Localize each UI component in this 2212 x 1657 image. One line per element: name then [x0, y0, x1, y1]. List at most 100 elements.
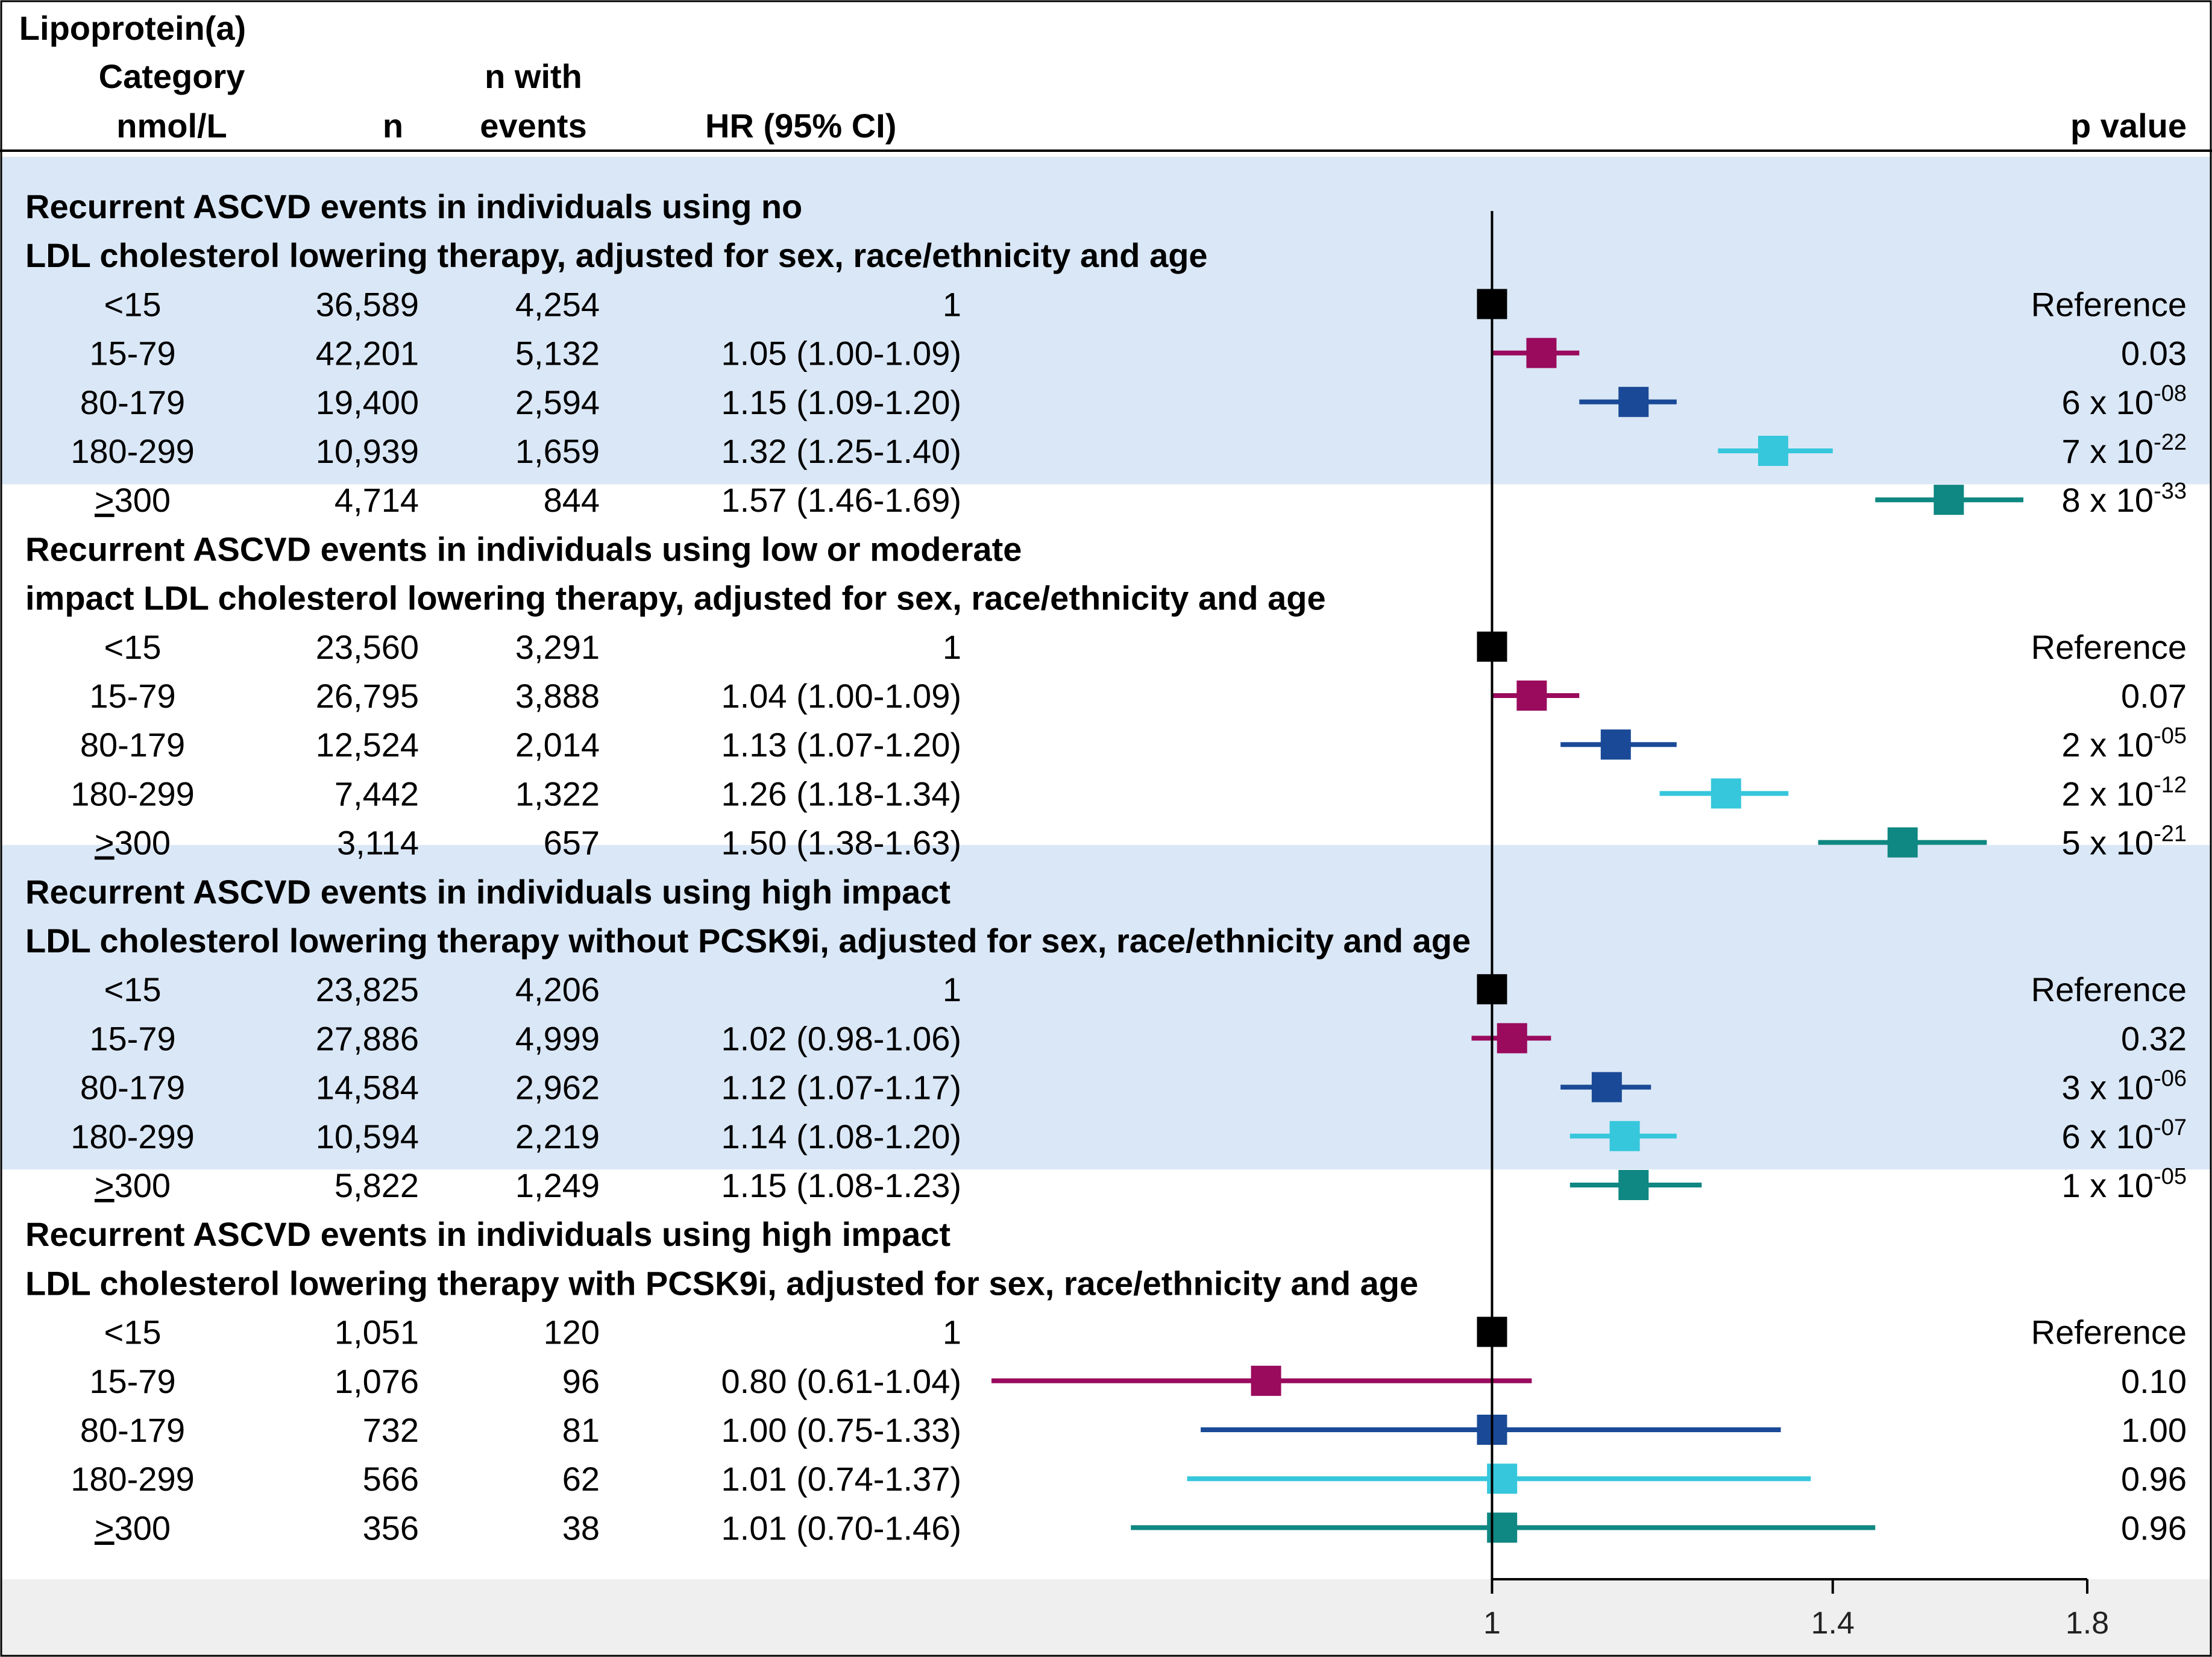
row-events: 120 — [544, 1313, 600, 1351]
p-value-mantissa: 0.03 — [2121, 335, 2187, 373]
greater-equal-sign: > — [95, 1166, 115, 1204]
row-n: 23,560 — [316, 628, 419, 666]
row-n: 27,886 — [316, 1019, 419, 1057]
row-category: >300 — [95, 1509, 171, 1547]
hr-point-0-3 — [1758, 436, 1788, 466]
p-value-mantissa: 0.96 — [2121, 1460, 2187, 1498]
group-title: LDL cholesterol lowering therapy, adjust… — [25, 236, 1208, 274]
row-category-value: 300 — [115, 824, 171, 862]
header-events-line: n with — [485, 57, 582, 95]
row-n: 10,594 — [316, 1118, 419, 1155]
row-n: 1,051 — [335, 1313, 419, 1351]
row-n: 7,442 — [335, 775, 419, 813]
row-hr-ci: 1 — [943, 285, 961, 323]
hr-point-0-1 — [1526, 338, 1557, 368]
row-n: 12,524 — [316, 726, 419, 764]
row-category: <15 — [104, 970, 162, 1008]
header-events-line: events — [480, 107, 586, 145]
group-title: impact LDL cholesterol lowering therapy,… — [25, 579, 1326, 617]
row-p-value: 0.10 — [2121, 1362, 2187, 1400]
hr-point-1-3 — [1711, 778, 1741, 809]
hr-point-2-3 — [1609, 1121, 1640, 1151]
hr-point-1-1 — [1516, 681, 1547, 711]
row-hr-ci: 1.04 (1.00-1.09) — [721, 677, 961, 715]
p-value-mantissa: 2 x 10 — [2062, 775, 2154, 813]
hr-point-0-4 — [1934, 485, 1964, 515]
row-events: 3,888 — [515, 677, 600, 715]
row-p-value: 3 x 10-06 — [2062, 1066, 2187, 1107]
row-events: 1,659 — [515, 432, 600, 470]
p-value-mantissa: 3 x 10 — [2062, 1069, 2154, 1107]
row-events: 2,219 — [515, 1118, 600, 1155]
hr-point-3-1 — [1251, 1365, 1281, 1396]
p-value-mantissa: 0.96 — [2121, 1509, 2187, 1547]
row-p-value: 2 x 10-12 — [2062, 772, 2187, 813]
row-events: 4,254 — [515, 285, 600, 323]
row-hr-ci: 1.15 (1.09-1.20) — [721, 383, 961, 421]
row-n: 732 — [363, 1411, 419, 1449]
p-value-exponent: -22 — [2154, 430, 2187, 455]
row-category: 180-299 — [71, 432, 195, 470]
row-hr-ci: 1.32 (1.25-1.40) — [721, 432, 961, 470]
row-hr-ci: 0.80 (0.61-1.04) — [721, 1362, 961, 1400]
row-hr-ci: 1.50 (1.38-1.63) — [721, 824, 961, 862]
row-events: 62 — [562, 1460, 600, 1498]
row-n: 5,822 — [335, 1166, 419, 1204]
row-hr-ci: 1 — [943, 970, 961, 1008]
row-hr-ci: 1.01 (0.70-1.46) — [721, 1509, 961, 1547]
header-hr: HR (95% CI) — [705, 107, 896, 145]
row-p-value: 5 x 10-21 — [2062, 822, 2187, 862]
group-title: LDL cholesterol lowering therapy without… — [25, 922, 1471, 960]
header-category-line: Category — [99, 57, 245, 95]
p-value-mantissa: 8 x 10 — [2062, 481, 2154, 519]
p-value-exponent: -05 — [2154, 723, 2187, 749]
row-category: 80-179 — [80, 383, 185, 421]
row-n: 42,201 — [316, 335, 419, 373]
row-events: 2,594 — [515, 383, 600, 421]
row-category: 15-79 — [89, 335, 175, 373]
row-category: <15 — [104, 285, 162, 323]
group-title: Recurrent ASCVD events in individuals us… — [25, 873, 950, 911]
p-value-mantissa: 7 x 10 — [2062, 432, 2154, 470]
p-value-mantissa: 0.32 — [2121, 1019, 2187, 1057]
row-events: 4,999 — [515, 1019, 600, 1057]
row-events: 4,206 — [515, 970, 600, 1008]
p-value-mantissa: 6 x 10 — [2062, 1118, 2154, 1155]
row-p-value: 0.07 — [2121, 677, 2187, 715]
row-n: 26,795 — [316, 677, 419, 715]
header-category-line: Lipoprotein(a) — [19, 9, 246, 47]
p-value-exponent: -05 — [2154, 1164, 2187, 1189]
header-p-value: p value — [2070, 107, 2187, 145]
p-value-mantissa: 1.00 — [2121, 1411, 2187, 1449]
row-hr-ci: 1.15 (1.08-1.23) — [721, 1166, 961, 1204]
greater-equal-sign: > — [95, 481, 115, 519]
axis-band — [2, 1579, 2210, 1655]
p-value-mantissa: 1 x 10 — [2062, 1166, 2154, 1204]
p-value-exponent: -06 — [2154, 1066, 2187, 1092]
row-hr-ci: 1 — [943, 1313, 961, 1351]
p-value-mantissa: Reference — [2031, 285, 2187, 323]
p-value-exponent: -07 — [2154, 1115, 2187, 1140]
p-value-mantissa: Reference — [2031, 1313, 2187, 1351]
row-p-value: 6 x 10-07 — [2062, 1115, 2187, 1155]
p-value-mantissa: 5 x 10 — [2062, 824, 2154, 862]
hr-point-2-2 — [1591, 1072, 1622, 1102]
row-events: 81 — [562, 1411, 600, 1449]
row-category: 80-179 — [80, 726, 185, 764]
group-band — [2, 157, 2210, 485]
x-tick-label-2: 1.8 — [2066, 1606, 2109, 1641]
row-category: 180-299 — [71, 1118, 195, 1155]
p-value-mantissa: 0.10 — [2121, 1362, 2187, 1400]
row-hr-ci: 1.01 (0.74-1.37) — [721, 1460, 961, 1498]
row-category: 15-79 — [89, 1362, 175, 1400]
row-p-value: 2 x 10-05 — [2062, 723, 2187, 764]
row-category-value: 300 — [115, 1166, 171, 1204]
group-title: Recurrent ASCVD events in individuals us… — [25, 530, 1022, 568]
row-n: 566 — [363, 1460, 419, 1498]
row-category: <15 — [104, 1313, 162, 1351]
row-p-value: 0.96 — [2121, 1460, 2187, 1498]
row-hr-ci: 1.00 (0.75-1.33) — [721, 1411, 961, 1449]
row-hr-ci: 1.26 (1.18-1.34) — [721, 775, 961, 813]
